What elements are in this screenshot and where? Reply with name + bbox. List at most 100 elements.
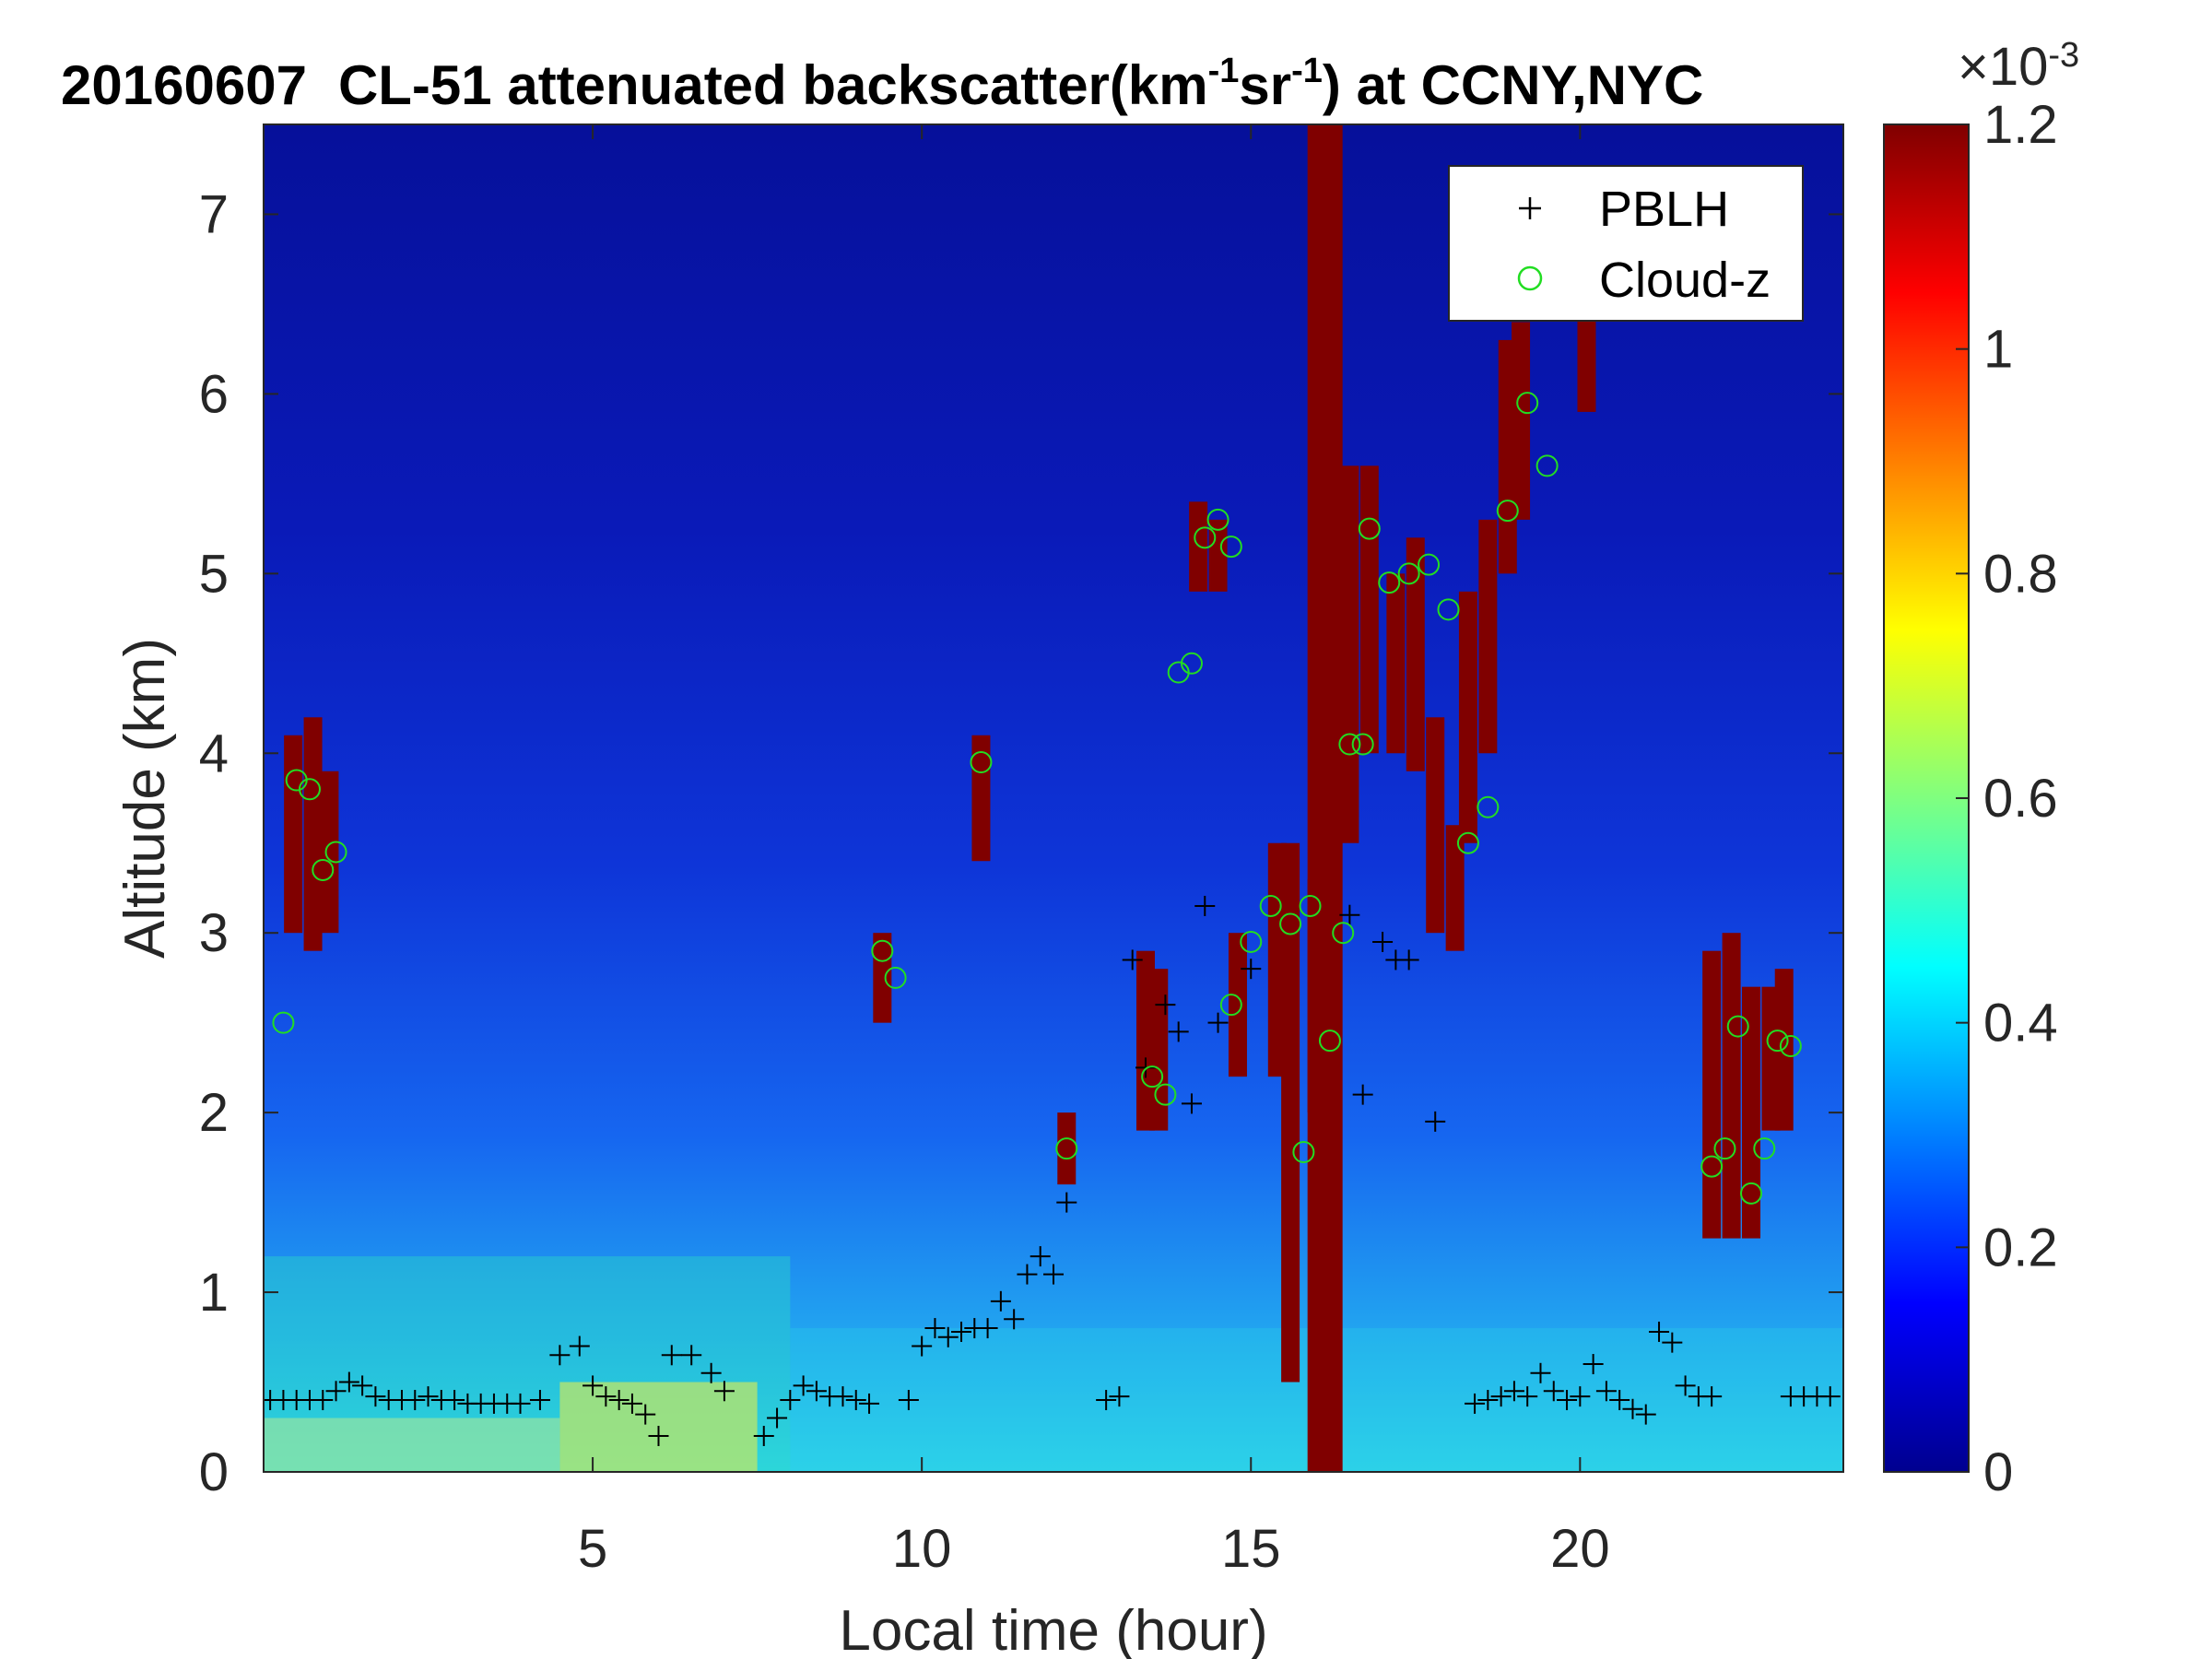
pblh-point: [1398, 949, 1419, 971]
cloud-z-point: [1726, 1015, 1749, 1038]
y-tick-label: 4: [199, 724, 229, 783]
cloud-z-point: [1259, 894, 1282, 917]
pblh-point: [912, 1335, 933, 1357]
legend-cloud-label: Cloud-z: [1599, 253, 1771, 308]
pblh-point: [1543, 1381, 1564, 1402]
cloud-z-point: [1713, 1137, 1736, 1160]
chart-title: 20160607 CL-51 attenuated backscatter(km-…: [61, 52, 1703, 116]
colorbar-tick-label: 0.8: [1983, 544, 2058, 604]
pblh-point: [1477, 1390, 1499, 1411]
pblh-point: [325, 1381, 347, 1402]
pblh-point: [595, 1386, 617, 1407]
pblh-point: [582, 1375, 604, 1396]
cloud-column-25: [1512, 322, 1531, 520]
cloud-column-28: [1722, 933, 1741, 1239]
colorbar-tick-label: 1.2: [1983, 95, 2058, 155]
pblh-point: [1004, 1309, 1025, 1330]
pblh-point: [845, 1390, 866, 1411]
y-tick-label: 5: [199, 544, 229, 604]
pblh-point: [1465, 1393, 1486, 1414]
legend-cloud-marker: [1517, 265, 1543, 291]
cloud-column-27: [1702, 950, 1722, 1239]
pblh-point: [444, 1390, 465, 1411]
y-axis-label: Altitude (km): [113, 638, 177, 959]
cloud-z-point: [1358, 517, 1381, 540]
pblh-point: [648, 1426, 669, 1447]
cloud-z-point: [1418, 553, 1441, 576]
x-tick-label: 10: [892, 1519, 952, 1579]
axis-ticks: 5 10 15 20 0 1 2 3 4 5 6 7: [199, 124, 1843, 1579]
pblh-point: [1241, 959, 1262, 980]
cloud-z-point: [1700, 1155, 1724, 1178]
pblh-point: [767, 1407, 788, 1429]
pblh-point: [529, 1390, 550, 1411]
pblh-point: [1662, 1332, 1683, 1353]
cloud-z-point: [1154, 1083, 1177, 1106]
pblh-point: [898, 1390, 919, 1411]
title-sup2: -1: [1291, 52, 1323, 90]
cloud-column-10: [1228, 933, 1247, 1077]
cloud-column-2: [320, 771, 339, 934]
pblh-point: [1372, 931, 1394, 952]
pblh-point: [1649, 1321, 1670, 1342]
plot-frame: [263, 124, 1844, 1473]
pblh-point: [1503, 1381, 1524, 1402]
pblh-point: [977, 1318, 998, 1339]
cloud-z-point: [871, 939, 894, 962]
cloud-z-point: [1194, 526, 1217, 549]
pblh-point: [1135, 1057, 1156, 1078]
pblh-point: [1609, 1390, 1630, 1411]
y-tick-label: 0: [199, 1442, 229, 1502]
cloud-column-7: [1149, 969, 1169, 1131]
pblh-point: [1635, 1404, 1656, 1425]
cloud-z-point: [1206, 508, 1230, 531]
title-mid: sr: [1239, 54, 1291, 116]
pblh-point: [924, 1318, 946, 1339]
y-tick-label: 6: [199, 364, 229, 424]
cloud-z-point: [1516, 392, 1539, 415]
cloud-column-19: [1406, 537, 1425, 771]
colorbar-tick-label: 1: [1983, 320, 2013, 380]
pblh-point: [1425, 1111, 1446, 1132]
pblh-point: [1030, 1246, 1051, 1267]
pblh-point: [1181, 1093, 1202, 1114]
cloud-z-point: [1219, 535, 1242, 559]
colorbar-exponent-power: -3: [2048, 36, 2079, 75]
pblh-point: [1017, 1264, 1038, 1285]
cloud-z-point: [1141, 1065, 1164, 1088]
pblh-point: [1043, 1264, 1064, 1285]
pblh-point: [1207, 1012, 1229, 1033]
pblh-point: [951, 1321, 972, 1342]
y-tick-label: 1: [199, 1263, 229, 1323]
cloud-column-20: [1426, 717, 1445, 934]
cloud-z-point: [1292, 1141, 1315, 1164]
cloud-column-12: [1281, 842, 1300, 1382]
cloud-z-point: [1496, 500, 1519, 523]
cloud-column-22: [1458, 591, 1477, 843]
pblh-point: [608, 1390, 629, 1411]
pblh-point: [1557, 1390, 1578, 1411]
cloud-z-point: [1338, 733, 1361, 756]
cloud-z-point: [1753, 1137, 1776, 1160]
pblh-point: [1570, 1386, 1591, 1407]
cloud-z-point: [1378, 571, 1401, 594]
pblh-point: [1339, 904, 1360, 925]
pblh-point: [338, 1371, 359, 1393]
pblh-point: [1352, 1084, 1373, 1105]
pblh-point: [780, 1390, 801, 1411]
y-tick-label: 3: [199, 903, 229, 963]
pblh-point: [1168, 1021, 1189, 1042]
title-sup1: -1: [1208, 52, 1240, 90]
legend-pblh-marker: [1519, 197, 1541, 219]
pblh-point: [405, 1390, 426, 1411]
cloud-column-31: [1774, 969, 1794, 1131]
pblh-point: [1056, 1192, 1077, 1213]
pblh-point: [990, 1290, 1011, 1312]
cloud-z-point: [1318, 1030, 1341, 1053]
legend-box: [1448, 165, 1804, 322]
title-date: 20160607: [61, 54, 307, 116]
cloud-column-main: [1309, 124, 1343, 1472]
pblh-point: [1122, 949, 1143, 971]
cloud-z-point: [1180, 652, 1203, 675]
